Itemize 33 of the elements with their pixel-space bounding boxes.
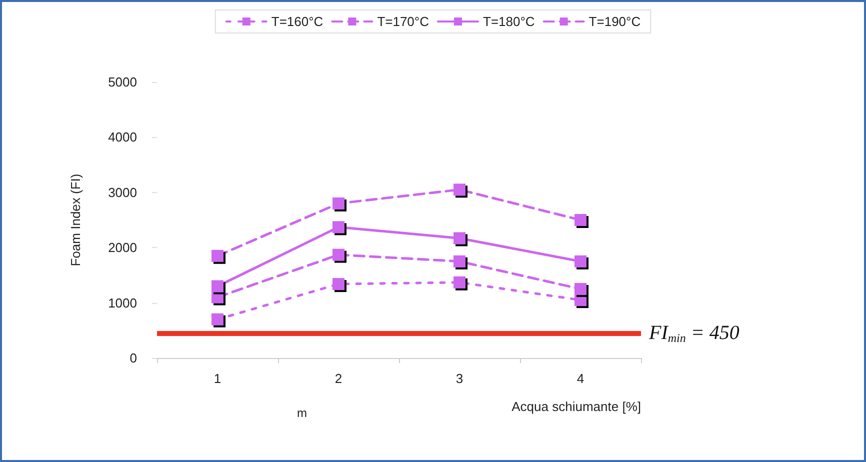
point	[454, 232, 466, 244]
point	[332, 221, 344, 234]
point	[212, 291, 224, 304]
point	[212, 250, 224, 262]
legend-label: T=160°C	[271, 14, 324, 29]
point	[574, 294, 586, 306]
point	[454, 255, 466, 268]
legend-label: T=170°C	[377, 14, 430, 29]
y-tick-label: 2000	[108, 240, 137, 256]
point	[454, 276, 466, 288]
y-tick-label: 5000	[108, 74, 137, 90]
y-tick-label: 1000	[108, 295, 137, 310]
point	[212, 280, 224, 292]
x-tick-label: 4	[576, 371, 584, 386]
x-tick-label: 1	[214, 371, 222, 386]
point	[454, 184, 466, 196]
point	[212, 313, 224, 326]
y-axis-title: Foam Index (FI)	[68, 174, 83, 266]
y-tick-label: 4000	[108, 130, 137, 145]
point	[574, 214, 586, 226]
text: m	[297, 406, 307, 420]
x-tick-label: 3	[456, 371, 464, 386]
x-tick-label: 2	[334, 371, 342, 386]
legend-label: T=180°C	[483, 14, 535, 29]
legend-label: T=190°C	[588, 14, 641, 29]
point	[332, 278, 344, 290]
point	[574, 283, 586, 295]
y-tick-label: 0	[130, 350, 137, 366]
y-tick-label: 3000	[108, 184, 137, 200]
point	[332, 197, 344, 210]
point	[332, 248, 344, 261]
point	[574, 255, 586, 268]
x-axis-title: Acqua schiumante [%]	[512, 399, 641, 414]
